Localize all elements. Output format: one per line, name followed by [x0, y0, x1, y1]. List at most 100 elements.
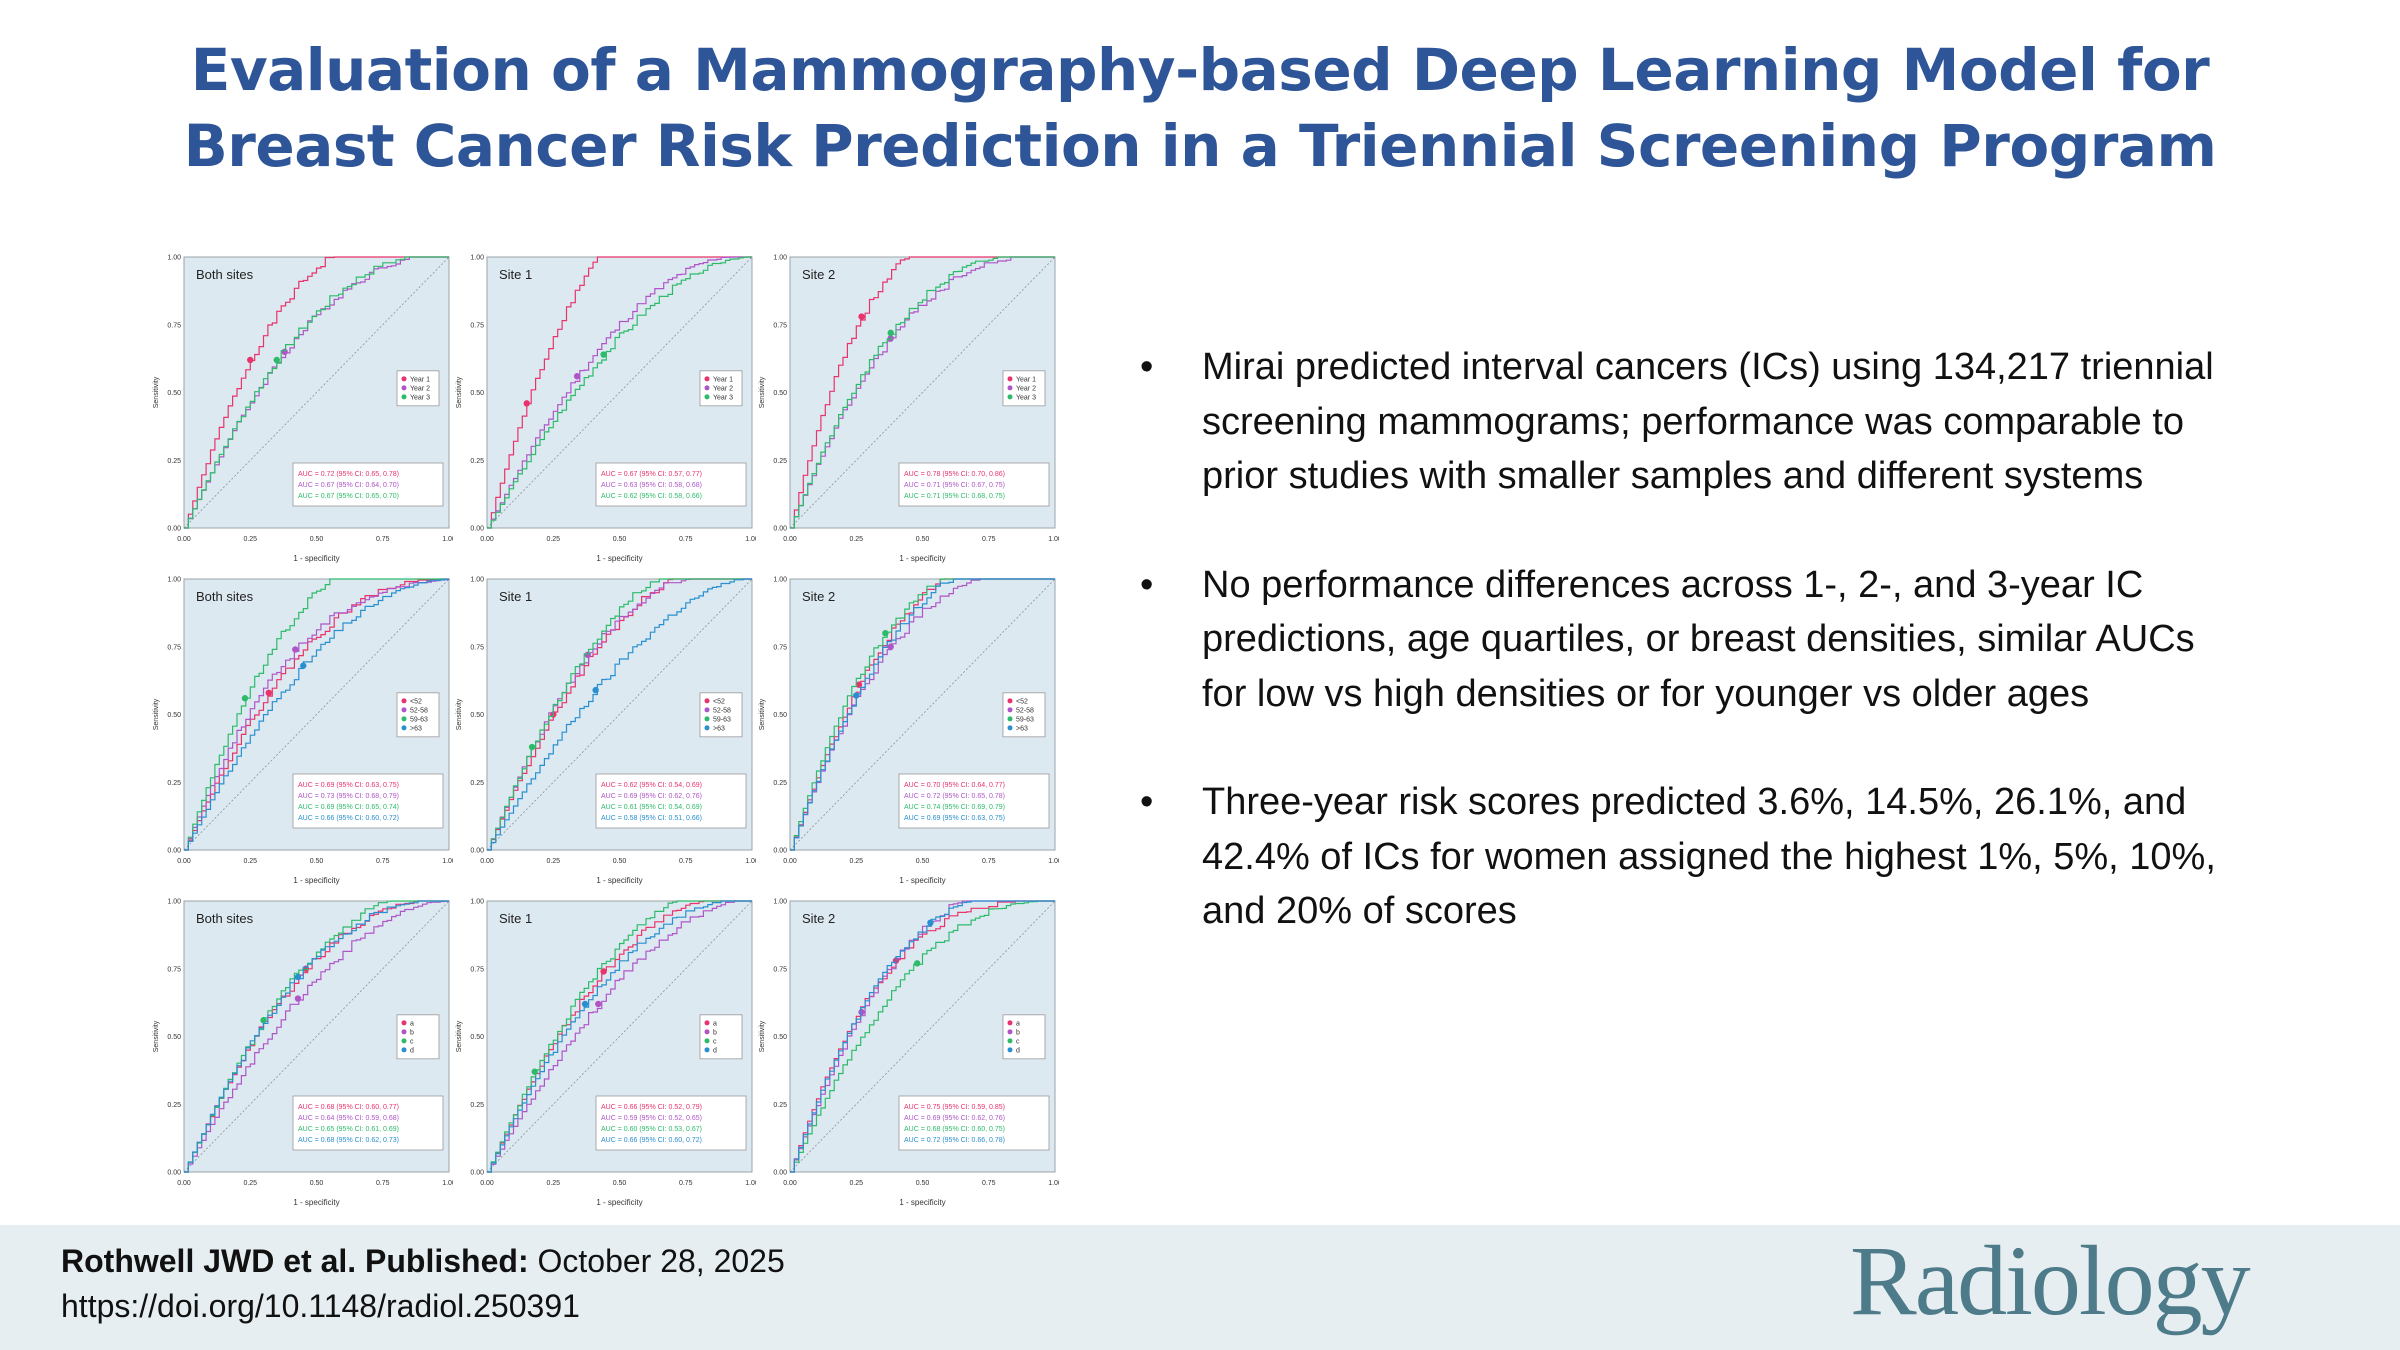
- legend-swatch: [401, 707, 407, 713]
- legend-label: <52: [410, 698, 422, 705]
- x-tick-label: 0.25: [849, 536, 863, 543]
- panel-title: Both sites: [196, 911, 254, 926]
- roc-marker: [914, 960, 921, 967]
- auc-label: AUC = 0.71 (95% CI: 0.68, 0.75): [904, 493, 1005, 500]
- x-tick-label: 1.00: [745, 858, 756, 865]
- auc-label: AUC = 0.61 (95% CI: 0.54, 0.69): [601, 804, 702, 811]
- roc-marker: [292, 646, 299, 653]
- auc-label: AUC = 0.58 (95% CI: 0.51, 0.66): [601, 815, 702, 822]
- roc-curve: [184, 256, 449, 529]
- x-tick-label: 1.00: [1048, 536, 1059, 543]
- x-tick-label: 0.50: [310, 536, 324, 543]
- legend-label: >63: [713, 725, 725, 732]
- legend-swatch: [1007, 1047, 1013, 1053]
- reference-diagonal: [789, 900, 1056, 1173]
- x-axis-label: 1 - specificity: [899, 554, 945, 563]
- auc-label: AUC = 0.69 (95% CI: 0.62, 0.76): [601, 793, 702, 800]
- y-axis-label: Sensitivity: [759, 698, 766, 730]
- auc-label: AUC = 0.69 (95% CI: 0.65, 0.74): [298, 804, 399, 811]
- x-tick-label: 1.00: [745, 1180, 756, 1187]
- bullet-icon: •: [1140, 781, 1154, 823]
- roc-marker: [573, 373, 581, 380]
- panel-title: Site 1: [499, 267, 532, 282]
- x-tick-label: 0.00: [177, 536, 191, 543]
- y-axis-label: Sensitivity: [759, 1020, 766, 1052]
- y-tick-label: 1.00: [773, 577, 787, 584]
- x-axis-label: 1 - specificity: [899, 1198, 945, 1207]
- y-tick-label: 1.00: [167, 577, 181, 584]
- x-tick-label: 0.00: [783, 858, 797, 865]
- panel-title: Site 1: [499, 589, 532, 604]
- auc-box: [595, 773, 747, 829]
- y-tick-label: 0.25: [470, 780, 484, 787]
- x-tick-label: 0.50: [916, 858, 930, 865]
- y-tick-label: 0.50: [773, 1034, 787, 1041]
- legend-label: Year 2: [713, 385, 733, 392]
- legend-swatch: [401, 1038, 407, 1044]
- y-tick-label: 0.75: [470, 966, 484, 973]
- doi-link[interactable]: https://doi.org/10.1148/radiol.250391: [61, 1288, 580, 1324]
- legend-label: Year 3: [713, 394, 733, 401]
- legend-label: 59-63: [410, 716, 428, 723]
- roc-panel: 0.00 0.00 0.25 0.25 0.50 0.50 0.75 0.75 1.00 1.00…: [759, 577, 1059, 886]
- legend-label: 52-58: [713, 707, 731, 714]
- key-point-text: No performance differences across 1-, 2-…: [1202, 563, 2195, 715]
- x-tick-label: 0.50: [310, 858, 324, 865]
- roc-marker: [523, 400, 530, 407]
- roc-curve: [184, 256, 449, 529]
- legend-label: d: [713, 1047, 717, 1054]
- auc-box: [292, 1095, 444, 1151]
- citation: Rothwell JWD et al. Published: October 2…: [61, 1239, 785, 1329]
- roc-curve: [790, 578, 1055, 851]
- legend-label: 59-63: [713, 716, 731, 723]
- panel-title: Site 2: [802, 911, 835, 926]
- y-tick-label: 0.25: [167, 1102, 181, 1109]
- y-tick-label: 0.50: [167, 390, 181, 397]
- y-tick-label: 0.00: [167, 1170, 181, 1177]
- roc-curve: [184, 578, 449, 851]
- legend-label: Year 2: [410, 385, 430, 392]
- legend-swatch: [1007, 385, 1013, 391]
- y-tick-label: 0.50: [773, 390, 787, 397]
- auc-label: AUC = 0.67 (95% CI: 0.65, 0.70): [298, 493, 399, 500]
- bullet-icon: •: [1140, 563, 1154, 606]
- x-tick-label: 0.25: [546, 858, 560, 865]
- legend-label: a: [1016, 1020, 1020, 1027]
- x-tick-label: 0.50: [310, 1180, 324, 1187]
- auc-label: AUC = 0.67 (95% CI: 0.57, 0.77): [601, 471, 702, 478]
- auc-label: AUC = 0.68 (95% CI: 0.60, 0.75): [904, 1126, 1005, 1133]
- x-axis-label: 1 - specificity: [293, 1198, 339, 1207]
- roc-marker: [241, 695, 249, 702]
- y-tick-label: 1.00: [167, 255, 181, 262]
- legend-label: c: [410, 1038, 414, 1045]
- roc-panel: 0.00 0.00 0.25 0.25 0.50 0.50 0.75 0.75 1.00 1.00…: [456, 255, 756, 564]
- auc-label: AUC = 0.62 (95% CI: 0.54, 0.69): [601, 782, 702, 789]
- x-tick-label: 0.75: [376, 858, 390, 865]
- x-tick-label: 1.00: [442, 858, 453, 865]
- roc-marker: [858, 1008, 865, 1016]
- title-line-1: Evaluation of a Mammography-based Deep L…: [190, 36, 2210, 104]
- x-tick-label: 0.75: [679, 858, 693, 865]
- y-tick-label: 0.00: [167, 526, 181, 533]
- reference-diagonal: [183, 900, 450, 1173]
- legend-label: b: [1016, 1029, 1020, 1036]
- roc-marker: [294, 973, 302, 981]
- x-axis-label: 1 - specificity: [596, 876, 642, 885]
- legend-swatch: [1007, 376, 1013, 382]
- roc-curve: [184, 256, 449, 529]
- auc-label: AUC = 0.65 (95% CI: 0.61, 0.69): [298, 1126, 399, 1133]
- roc-marker: [281, 348, 288, 356]
- legend-swatch: [1007, 707, 1013, 713]
- bullet-icon: •: [1140, 346, 1154, 388]
- title-line-2: Breast Cancer Risk Prediction in a Trien…: [183, 112, 2217, 180]
- auc-box: [292, 773, 444, 829]
- y-tick-label: 0.50: [773, 712, 787, 719]
- y-tick-label: 0.50: [167, 1034, 181, 1041]
- x-axis-label: 1 - specificity: [596, 1198, 642, 1207]
- y-tick-label: 0.00: [470, 848, 484, 855]
- roc-marker: [265, 689, 272, 697]
- x-tick-label: 0.25: [849, 1180, 863, 1187]
- y-axis-label: Sensitivity: [153, 376, 160, 408]
- x-tick-label: 0.00: [783, 1180, 797, 1187]
- legend-label: Year 1: [1016, 376, 1036, 383]
